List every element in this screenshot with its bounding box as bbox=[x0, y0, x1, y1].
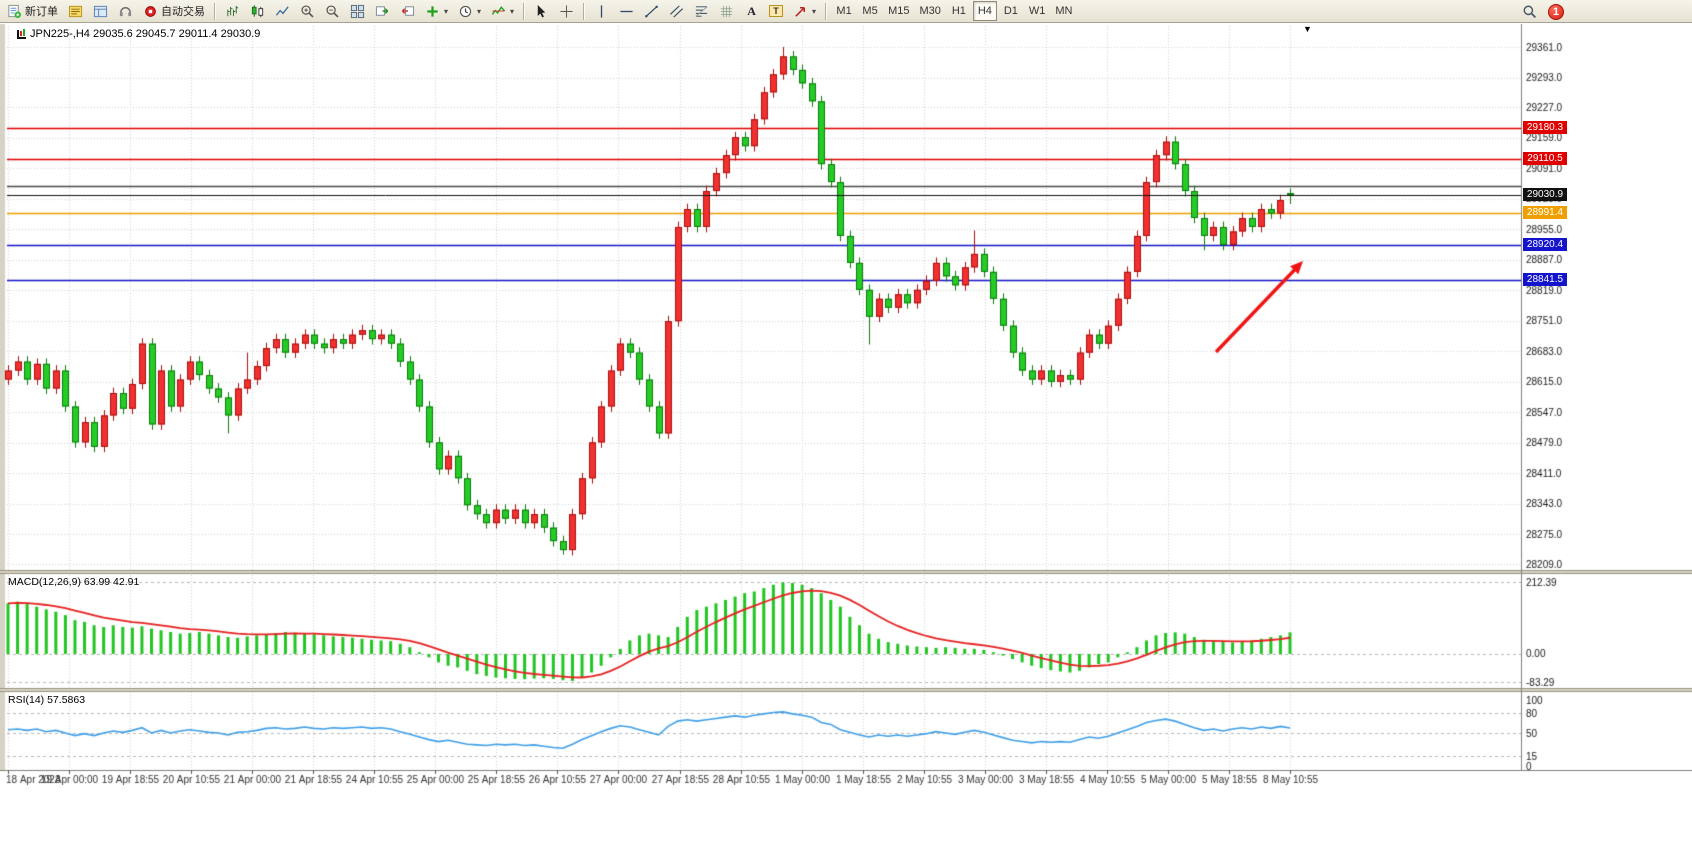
candlestick-icon bbox=[250, 4, 265, 19]
timeframe-d1[interactable]: D1 bbox=[999, 1, 1023, 21]
text-tool-button[interactable]: A bbox=[740, 1, 763, 21]
new-order-button[interactable]: 新订单 bbox=[3, 1, 62, 21]
tile-windows-icon bbox=[350, 4, 365, 19]
text-icon: A bbox=[747, 3, 756, 18]
headset-icon bbox=[118, 4, 133, 19]
cursor-button[interactable] bbox=[530, 1, 553, 21]
chevron-down-icon: ▾ bbox=[812, 6, 817, 16]
trendline-button[interactable] bbox=[640, 1, 663, 21]
text-label-button[interactable]: T bbox=[765, 1, 787, 21]
timeframe-m15[interactable]: M15 bbox=[884, 1, 913, 21]
separator bbox=[214, 2, 216, 20]
indicators-button[interactable]: ▾ bbox=[487, 1, 518, 21]
zoom-in-button[interactable] bbox=[296, 1, 319, 21]
indicators-icon bbox=[491, 4, 506, 19]
chevron-down-icon: ▾ bbox=[510, 6, 515, 16]
fibonacci-icon bbox=[694, 4, 709, 19]
search-button[interactable] bbox=[1518, 2, 1541, 22]
chevron-down-icon: ▾ bbox=[477, 6, 482, 16]
vertical-line-button[interactable] bbox=[590, 1, 613, 21]
candlestick-chart-button[interactable] bbox=[246, 1, 269, 21]
chart-shift-icon bbox=[400, 4, 415, 19]
timeframe-h1[interactable]: H1 bbox=[947, 1, 971, 21]
timeframe-m30[interactable]: M30 bbox=[915, 1, 944, 21]
timeframe-mn[interactable]: MN bbox=[1051, 1, 1076, 21]
grid-tool-button[interactable] bbox=[715, 1, 738, 21]
timeframe-w1[interactable]: W1 bbox=[1025, 1, 1050, 21]
notification-badge[interactable]: 1 bbox=[1548, 3, 1564, 20]
fibonacci-button[interactable] bbox=[690, 1, 713, 21]
new-order-label: 新订单 bbox=[25, 6, 58, 18]
metaeditor-button[interactable] bbox=[64, 1, 87, 21]
tile-windows-button[interactable] bbox=[346, 1, 369, 21]
data-window-icon bbox=[93, 4, 108, 19]
zoom-out-button[interactable] bbox=[321, 1, 344, 21]
chevron-down-icon: ▾ bbox=[444, 6, 449, 16]
data-window-button[interactable] bbox=[89, 1, 112, 21]
search-icon bbox=[1522, 4, 1537, 19]
zoom-out-icon bbox=[325, 4, 340, 19]
auto-trading-icon bbox=[143, 4, 158, 19]
crosshair-button[interactable] bbox=[555, 1, 578, 21]
text-label-icon: T bbox=[769, 5, 784, 17]
line-chart-icon bbox=[275, 4, 290, 19]
trendline-icon bbox=[644, 4, 659, 19]
bar-chart-icon bbox=[225, 4, 240, 19]
auto-trading-label: 自动交易 bbox=[161, 6, 205, 18]
timeframe-h4[interactable]: H4 bbox=[972, 1, 997, 21]
toolbar-right: 1 bbox=[1517, 0, 1692, 23]
auto-scroll-button[interactable] bbox=[371, 1, 394, 21]
chart-shift-button[interactable] bbox=[396, 1, 419, 21]
sound-alert-button[interactable] bbox=[114, 1, 137, 21]
arrows-tool-button[interactable]: ▾ bbox=[789, 1, 820, 21]
timeframe-group: M1 M5 M15 M30 H1 H4 D1 W1 MN bbox=[831, 1, 1077, 21]
cursor-icon bbox=[534, 4, 549, 19]
separator bbox=[523, 2, 526, 20]
clock-icon bbox=[458, 4, 473, 19]
horizontal-line-icon bbox=[619, 4, 634, 19]
periods-button[interactable]: ▾ bbox=[454, 1, 485, 21]
channel-icon bbox=[669, 4, 684, 19]
auto-trading-button[interactable]: 自动交易 bbox=[139, 1, 209, 21]
vertical-line-icon bbox=[594, 4, 609, 19]
timeframe-m5[interactable]: M5 bbox=[858, 1, 882, 21]
timeframe-m1[interactable]: M1 bbox=[832, 1, 856, 21]
separator bbox=[583, 2, 586, 20]
new-order-icon bbox=[7, 4, 22, 19]
metaeditor-icon bbox=[68, 4, 83, 19]
arrow-tool-icon bbox=[793, 4, 808, 19]
horizontal-line-button[interactable] bbox=[615, 1, 638, 21]
line-chart-button[interactable] bbox=[271, 1, 294, 21]
equidistant-channel-button[interactable] bbox=[665, 1, 688, 21]
separator bbox=[825, 2, 828, 20]
new-chart-button[interactable]: ▾ bbox=[421, 1, 452, 21]
crosshair-icon bbox=[559, 4, 574, 19]
bar-chart-button[interactable] bbox=[221, 1, 244, 21]
zoom-in-icon bbox=[300, 4, 315, 19]
plus-icon bbox=[425, 4, 440, 19]
grid-icon bbox=[719, 4, 734, 19]
toolbar: 新订单 自动交易 bbox=[0, 0, 1692, 23]
auto-scroll-icon bbox=[375, 4, 390, 19]
